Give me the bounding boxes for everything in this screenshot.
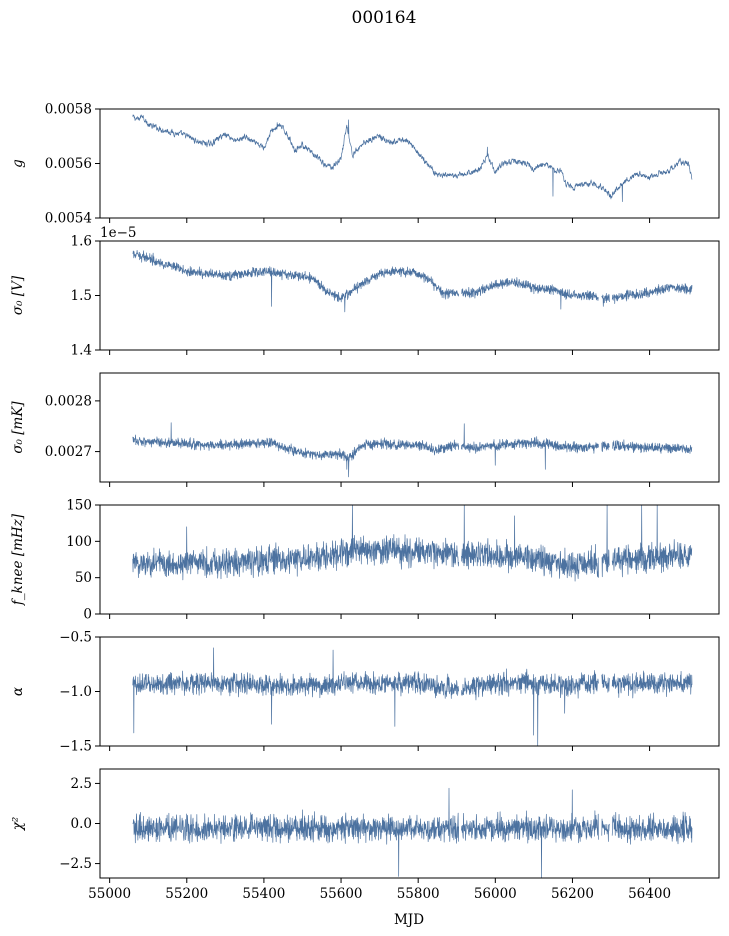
panel-sigma0_mK: 0.0027 0.0028 σ₀ [mK] [10,372,720,487]
series-line-chi2 [132,787,693,878]
x-tick-label: 55200 [165,886,208,902]
panel-gain: 0.0054 0.0056 0.0058 g [10,102,720,227]
y-tick-label: 50 [75,570,92,586]
y-tick-label: −1.5 [59,739,92,755]
panel-alpha: −1.5 −1.0 −0.5 α [10,630,720,755]
y-tick-label: 1.6 [71,234,92,250]
y-axis-label: σ₀ [V] [10,275,26,315]
y-tick-label: 1.5 [71,288,92,304]
axes-frame [99,372,720,483]
x-tick-label: 56000 [474,886,517,902]
y-tick-label: 150 [66,498,92,514]
y-axis-label: χ² [10,817,26,832]
x-tick-label: 55000 [88,886,131,902]
x-tick-label: 56400 [628,886,671,902]
x-tick-label: 55800 [397,886,440,902]
x-tick-label: 56200 [551,886,594,902]
series-line-sigma0_V [132,249,693,313]
y-tick-label: 0.0058 [45,102,92,118]
y-tick-label: 0.0028 [45,393,92,409]
axes-frame [99,504,720,615]
series-line-gain [132,114,693,202]
y-tick-label: 0.0 [71,816,92,832]
y-tick-label: 0.0027 [45,444,92,460]
y-tick-label: 1.4 [71,343,92,359]
y-tick-label: −2.5 [59,856,92,872]
panel-sigma0_V: 1.4 1.5 1.6 σ₀ [V] 1e−5 [10,225,720,359]
y-tick-label: 0.0056 [45,156,92,172]
x-tick-label: 55600 [320,886,363,902]
y-offset-label: 1e−5 [100,225,136,241]
axes-frame [99,108,720,219]
y-tick-label: −0.5 [59,630,92,646]
y-tick-label: 2.5 [71,776,92,792]
y-axis-label: f_knee [mHz] [10,513,26,606]
y-tick-label: 100 [66,534,92,550]
series-line-sigma0_mK [132,422,693,478]
y-axis-label: α [10,687,26,696]
y-axis-label: g [10,159,26,168]
panel-chi2: −2.5 0.0 2.5 55000 55200 55400 55600 55800 56000… [10,768,720,902]
series-line-alpha [132,647,693,746]
figure-title: 000164 [352,8,417,28]
x-tick-label: 55400 [242,886,285,902]
x-axis-label: MJD [394,912,424,928]
y-tick-label: 0 [83,607,92,623]
y-tick-label: −1.0 [59,684,92,700]
series-line-fknee [132,505,693,582]
y-axis-label: σ₀ [mK] [10,401,26,454]
panel-fknee: 0 50 100 150 f_knee [mHz] [10,498,720,623]
y-tick-label: 0.0054 [45,211,92,227]
